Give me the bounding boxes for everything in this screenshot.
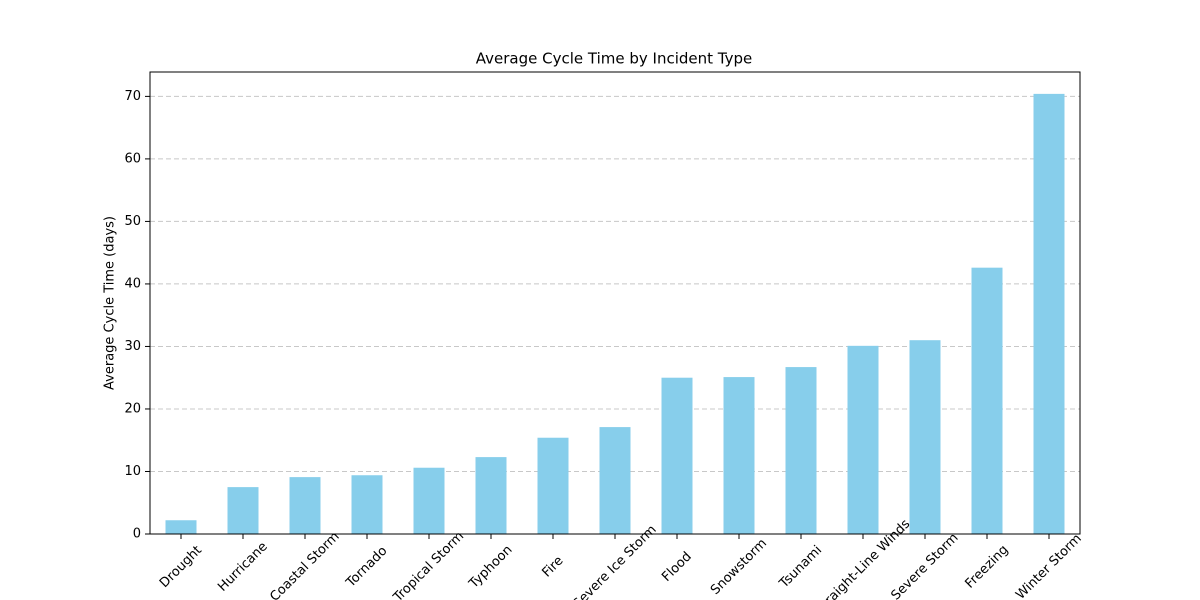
bar — [289, 477, 321, 534]
y-tick-label: 60 — [124, 151, 141, 166]
x-tick-label: Coastal Storm — [267, 529, 342, 600]
bar — [413, 467, 445, 534]
y-tick-label: 70 — [124, 89, 141, 104]
bar — [165, 520, 197, 534]
bar — [537, 437, 569, 534]
bar — [475, 457, 507, 534]
bar — [785, 367, 817, 534]
y-axis-label: Average Cycle Time (days) — [103, 216, 118, 390]
x-tick-label: Fire — [539, 553, 566, 580]
chart-title: Average Cycle Time by Incident Type — [476, 50, 752, 68]
x-tick-label: Tropical Storm — [390, 529, 467, 600]
x-tick-label: Hurricane — [215, 539, 270, 594]
y-tick-label: 0 — [133, 527, 141, 542]
y-tick-label: 40 — [124, 276, 141, 291]
bar — [909, 340, 941, 534]
bar — [971, 267, 1003, 534]
bar — [847, 345, 879, 534]
x-tick-label: Typhoon — [466, 543, 516, 593]
bar — [351, 475, 383, 534]
bar — [599, 427, 631, 534]
plot-frame — [149, 71, 1081, 535]
x-tick-label: Drought — [157, 543, 205, 591]
bar — [227, 487, 259, 534]
x-tick-label: Flood — [659, 549, 695, 585]
bar — [1033, 93, 1065, 534]
x-tick-label: Tsunami — [776, 543, 825, 592]
bar — [723, 377, 755, 534]
y-tick-label: 50 — [124, 214, 141, 229]
bar — [661, 377, 693, 534]
x-tick-label: Tornado — [343, 544, 391, 592]
y-tick-label: 20 — [124, 401, 141, 416]
y-tick-label: 30 — [124, 339, 141, 354]
x-tick-label: Snowstorm — [708, 536, 770, 598]
x-tick-label: Freezing — [962, 542, 1011, 591]
x-tick-label: Winter Storm — [1013, 531, 1084, 600]
y-tick-label: 10 — [124, 464, 141, 479]
